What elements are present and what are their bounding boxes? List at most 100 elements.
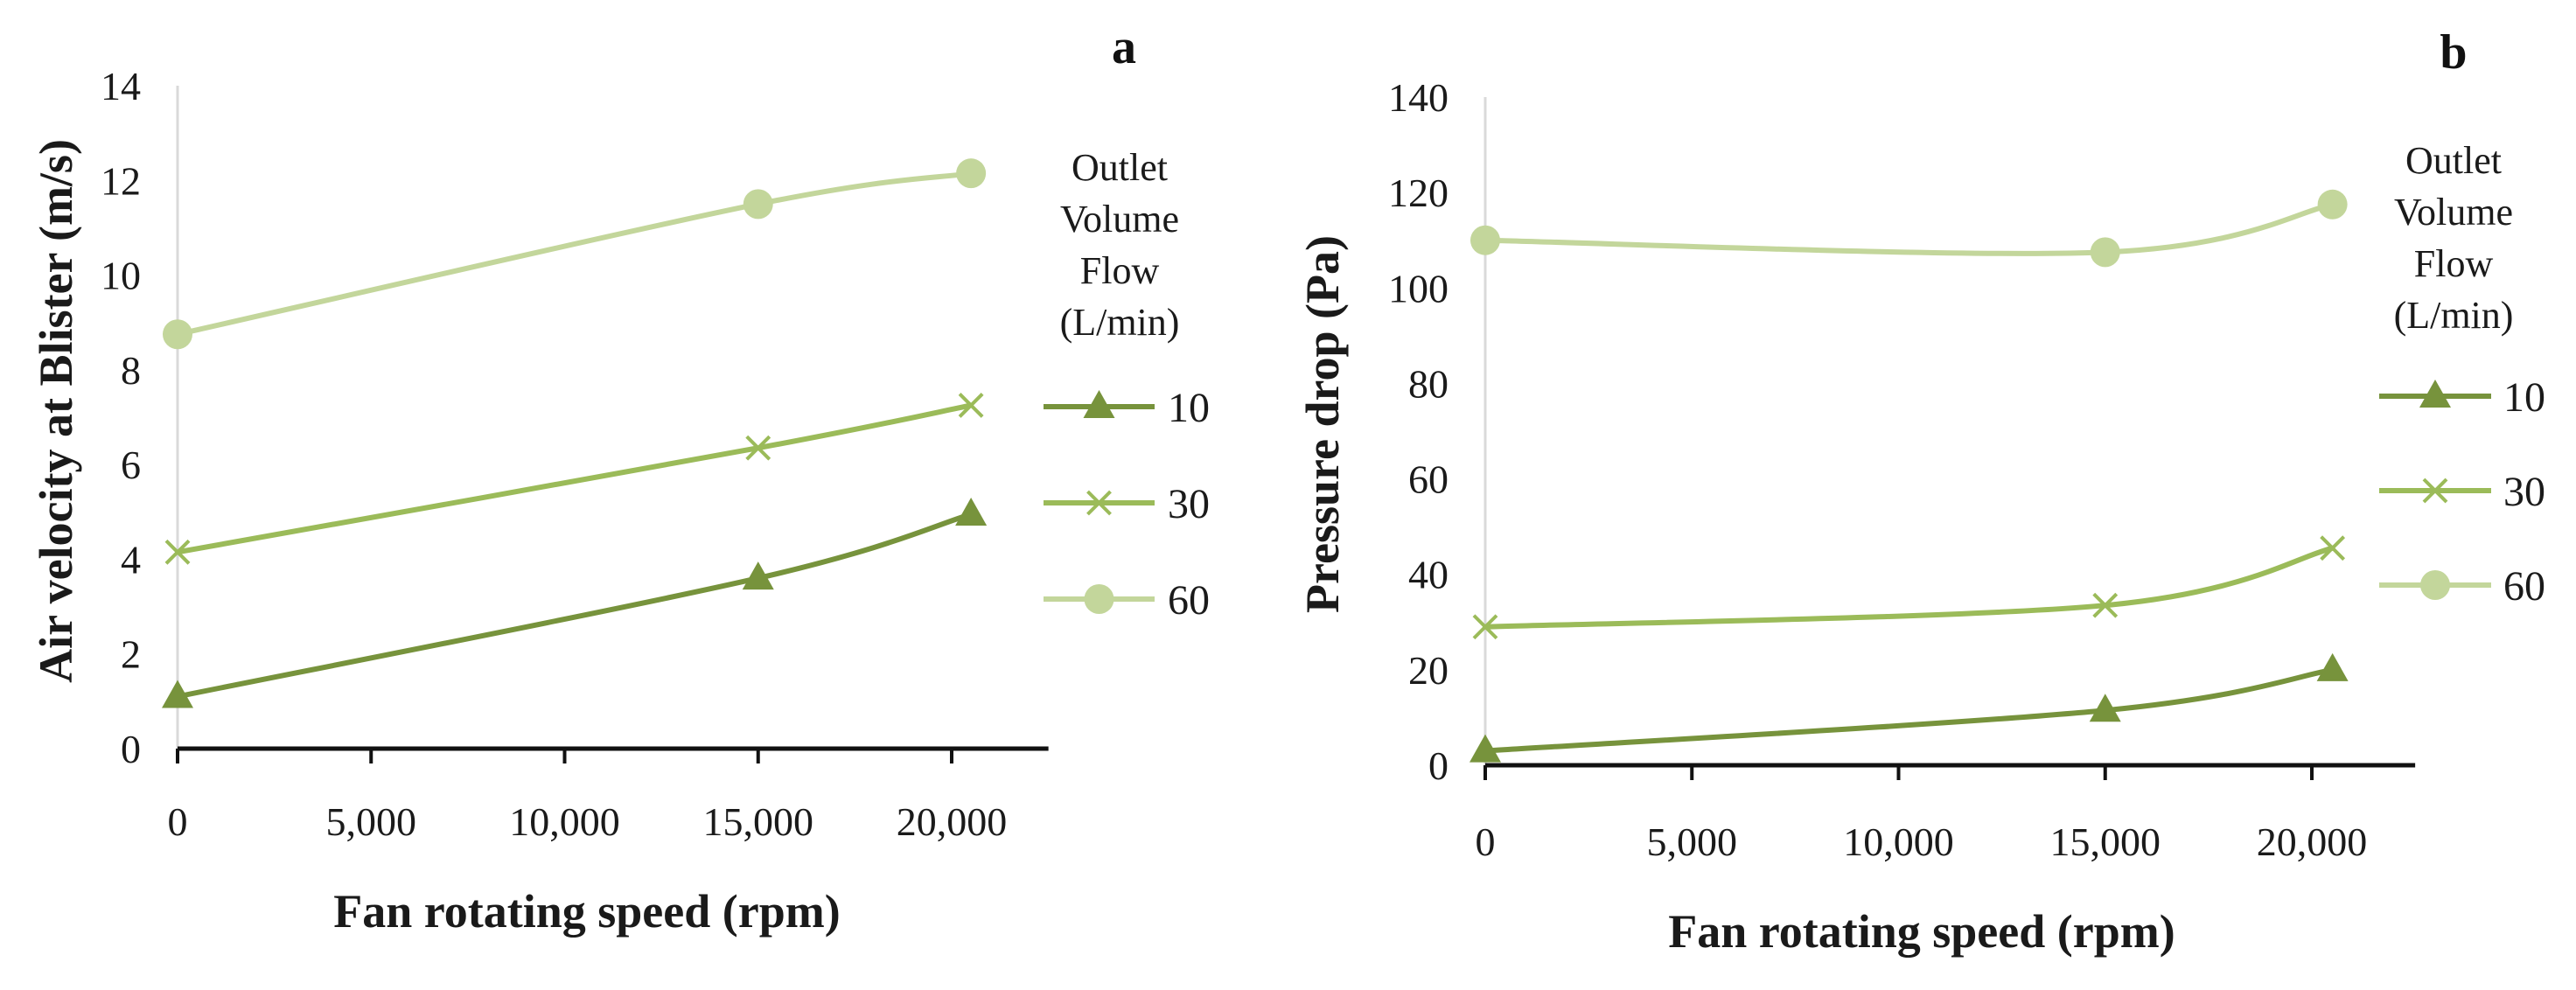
chart-b-y-tick-label: 140	[1388, 75, 1449, 120]
chart-a-y-tick-label: 2	[121, 632, 141, 677]
chart-a-legend-item-10: 10	[1044, 385, 1210, 431]
chart-a-y-tick-label: 12	[101, 158, 141, 203]
chart-b-x-tick-label: 20,000	[2257, 819, 2368, 864]
chart-b-legend-swatch-marker-stroke-2	[2422, 478, 2448, 504]
chart-b-legend-item-60: 60	[2379, 563, 2545, 610]
chart-a-series-10-point	[742, 561, 774, 590]
chart-b-series-10-point	[1470, 734, 1501, 763]
chart-a-y-tick-label: 10	[101, 254, 141, 298]
chart-b-series-10-line	[1483, 666, 2335, 754]
chart-b-x-tick-label: 0	[1476, 819, 1496, 864]
chart-a-series-10	[162, 497, 988, 708]
chart-a-x-tick-label: 20,000	[897, 799, 1008, 844]
chart-a-series-30-point-stroke-2	[745, 435, 771, 461]
chart-b-y-tick-label: 80	[1408, 361, 1449, 406]
chart-a-legend: Outlet Volume Flow (L/min) 10 30 60	[1044, 146, 1210, 624]
chart-b-y-tick-label: 20	[1408, 648, 1449, 693]
chart-b-legend: Outlet Volume Flow (L/min) 10 30 60	[2379, 139, 2545, 610]
chart-a-series-60-point	[956, 158, 987, 189]
chart-a-y-tick-label: 8	[121, 348, 141, 393]
chart-a-legend-label: 30	[1168, 481, 1210, 527]
chart-a-series-30-point-stroke-2	[164, 539, 191, 565]
chart-b-series-30-point-stroke-2	[2320, 535, 2346, 561]
chart-a-legend-swatch-marker	[1083, 390, 1115, 418]
chart-b-y-tick-label: 0	[1428, 743, 1449, 788]
chart-b-legend-item-10: 10	[2379, 374, 2545, 421]
chart-b-series-30-point	[2320, 535, 2346, 561]
chart-a-series-10-point	[162, 680, 193, 708]
chart-a-legend-swatch-marker-stroke-2	[1086, 490, 1112, 516]
chart-b-y-axis-title: Pressure drop (Pa)	[1296, 235, 1349, 613]
chart-a-y-tick-label: 0	[121, 727, 141, 771]
chart-a-legend-title-line: Outlet	[1072, 146, 1168, 189]
chart-a-legend-item-30: 30	[1044, 481, 1210, 527]
chart-a-series-30-point-stroke-2	[958, 393, 984, 418]
chart-a-legend-label: 10	[1168, 385, 1210, 431]
chart-b-series-60	[1470, 189, 2348, 268]
chart-a-legend-swatch-marker	[1086, 490, 1112, 516]
chart-b-series-10-point	[2316, 652, 2349, 681]
chart-b-series-30-point-stroke-2	[1472, 614, 1498, 640]
chart-a-legend-title-line: Flow	[1080, 249, 1160, 292]
chart-b-legend-label: 10	[2503, 374, 2545, 421]
chart-b-legend-label: 60	[2503, 563, 2545, 610]
chart-b-series-10-point	[2089, 694, 2121, 722]
chart-b-series-30	[1472, 535, 2346, 640]
chart-a-legend-swatch-marker	[1084, 584, 1114, 614]
chart-a-series-10-point	[955, 497, 988, 526]
chart-b-series-60-line	[1483, 201, 2335, 256]
chart-b-legend-title-line: Outlet	[2405, 139, 2502, 182]
chart-a-panel-label: a	[1112, 20, 1136, 74]
chart-b-y-tick-label: 60	[1408, 457, 1449, 502]
chart-b-series-30-line	[1483, 545, 2335, 630]
chart-b-y-tick-label: 120	[1388, 171, 1449, 215]
chart-b-series-60-point	[2317, 189, 2348, 220]
chart-a-series-60-point	[743, 189, 773, 220]
chart-b-x-tick-label: 5,000	[1647, 819, 1738, 864]
chart-b-x-tick-label: 15,000	[2050, 819, 2161, 864]
chart-a-y-axis-title: Air velocity at Blister (m/s)	[30, 139, 82, 683]
chart-b-legend-title-line: Flow	[2414, 242, 2494, 285]
chart-b-legend-title-line: (L/min)	[2394, 294, 2514, 337]
chart-b-series-30-point	[1472, 614, 1498, 640]
chart-b-legend-title-line: Volume	[2394, 191, 2513, 234]
chart-a-x-tick-label: 0	[168, 799, 188, 844]
chart-a-series-30	[164, 393, 984, 565]
chart-a-legend-title-line: (L/min)	[1060, 301, 1180, 344]
chart-a-y-tick-label: 6	[121, 443, 141, 487]
chart-b-legend-item-30: 30	[2379, 469, 2545, 515]
chart-a-series-10-line	[175, 511, 974, 700]
chart-a-x-tick-label: 15,000	[703, 799, 814, 844]
chart-b: 0 5,000 10,000 15,000 20,000 0 20 40 60 80 100 120 1…	[1296, 25, 2545, 958]
chart-b-series-30-point	[2092, 592, 2119, 618]
chart-b-legend-swatch-marker	[2420, 570, 2450, 600]
chart-b-series-30-point-stroke-2	[2092, 592, 2119, 618]
chart-b-x-axis-title: Fan rotating speed (rpm)	[1668, 905, 2175, 958]
chart-a-series-30-line	[175, 402, 974, 555]
chart-a: 0 5,000 10,000 15,000 20,000 0 2 4 6 8 10 12 14 Fan r…	[30, 20, 1210, 938]
chart-b-y-tick-label: 40	[1408, 553, 1449, 597]
chart-b-series-60-point	[1470, 225, 1500, 255]
chart-b-legend-swatch-marker	[2419, 380, 2451, 408]
chart-a-series-60	[163, 158, 987, 350]
chart-b-y-tick-label: 100	[1388, 266, 1449, 310]
chart-b-series-10	[1470, 652, 2349, 763]
chart-a-x-tick-label: 10,000	[509, 799, 620, 844]
chart-a-legend-item-60: 60	[1044, 577, 1210, 624]
chart-a-series-30-point	[745, 435, 771, 461]
chart-a-legend-label: 60	[1168, 577, 1210, 624]
chart-a-series-60-point	[163, 319, 192, 350]
chart-b-legend-label: 30	[2503, 469, 2545, 515]
chart-b-x-tick-label: 10,000	[1843, 819, 1954, 864]
chart-a-y-tick-label: 4	[121, 537, 141, 582]
chart-a-x-tick-label: 5,000	[326, 799, 417, 844]
chart-b-series-60-point	[2090, 237, 2120, 268]
chart-a-series-30-point	[164, 539, 191, 565]
chart-a-x-axis-title: Fan rotating speed (rpm)	[333, 885, 840, 938]
chart-a-series-60-line	[175, 171, 974, 338]
chart-a-y-tick-label: 14	[101, 64, 141, 108]
chart-a-series-30-point	[958, 393, 984, 418]
chart-b-panel-label: b	[2440, 25, 2467, 80]
chart-a-legend-title-line: Volume	[1060, 198, 1179, 241]
